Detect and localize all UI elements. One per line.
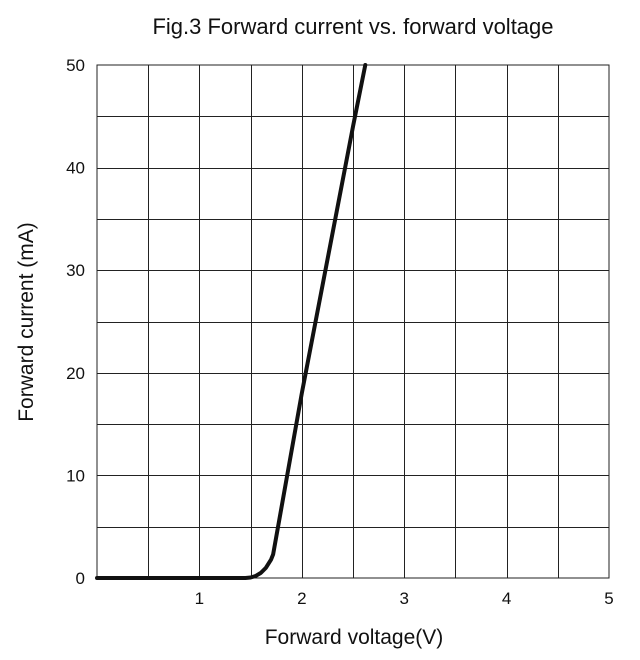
x-axis-label: Forward voltage(V) [265,626,444,649]
y-tick-label: 50 [66,56,85,75]
x-tick-label: 3 [399,589,408,608]
x-tick-label: 1 [195,589,204,608]
y-tick-label: 30 [66,261,85,280]
x-tick-label: 5 [604,589,613,608]
chart-title: Fig.3 Forward current vs. forward voltag… [152,14,553,39]
y-tick-label: 0 [76,569,85,588]
x-tick-label: 2 [297,589,306,608]
y-axis-label: Forward current (mA) [15,222,38,422]
y-tick-label: 20 [66,364,85,383]
y-tick-label: 10 [66,466,85,485]
plot-frame [96,64,610,579]
x-tick-label: 4 [502,589,511,608]
series-line-forward-curve [95,63,368,580]
grid-layer [97,65,609,578]
y-tick-label: 40 [66,159,85,178]
